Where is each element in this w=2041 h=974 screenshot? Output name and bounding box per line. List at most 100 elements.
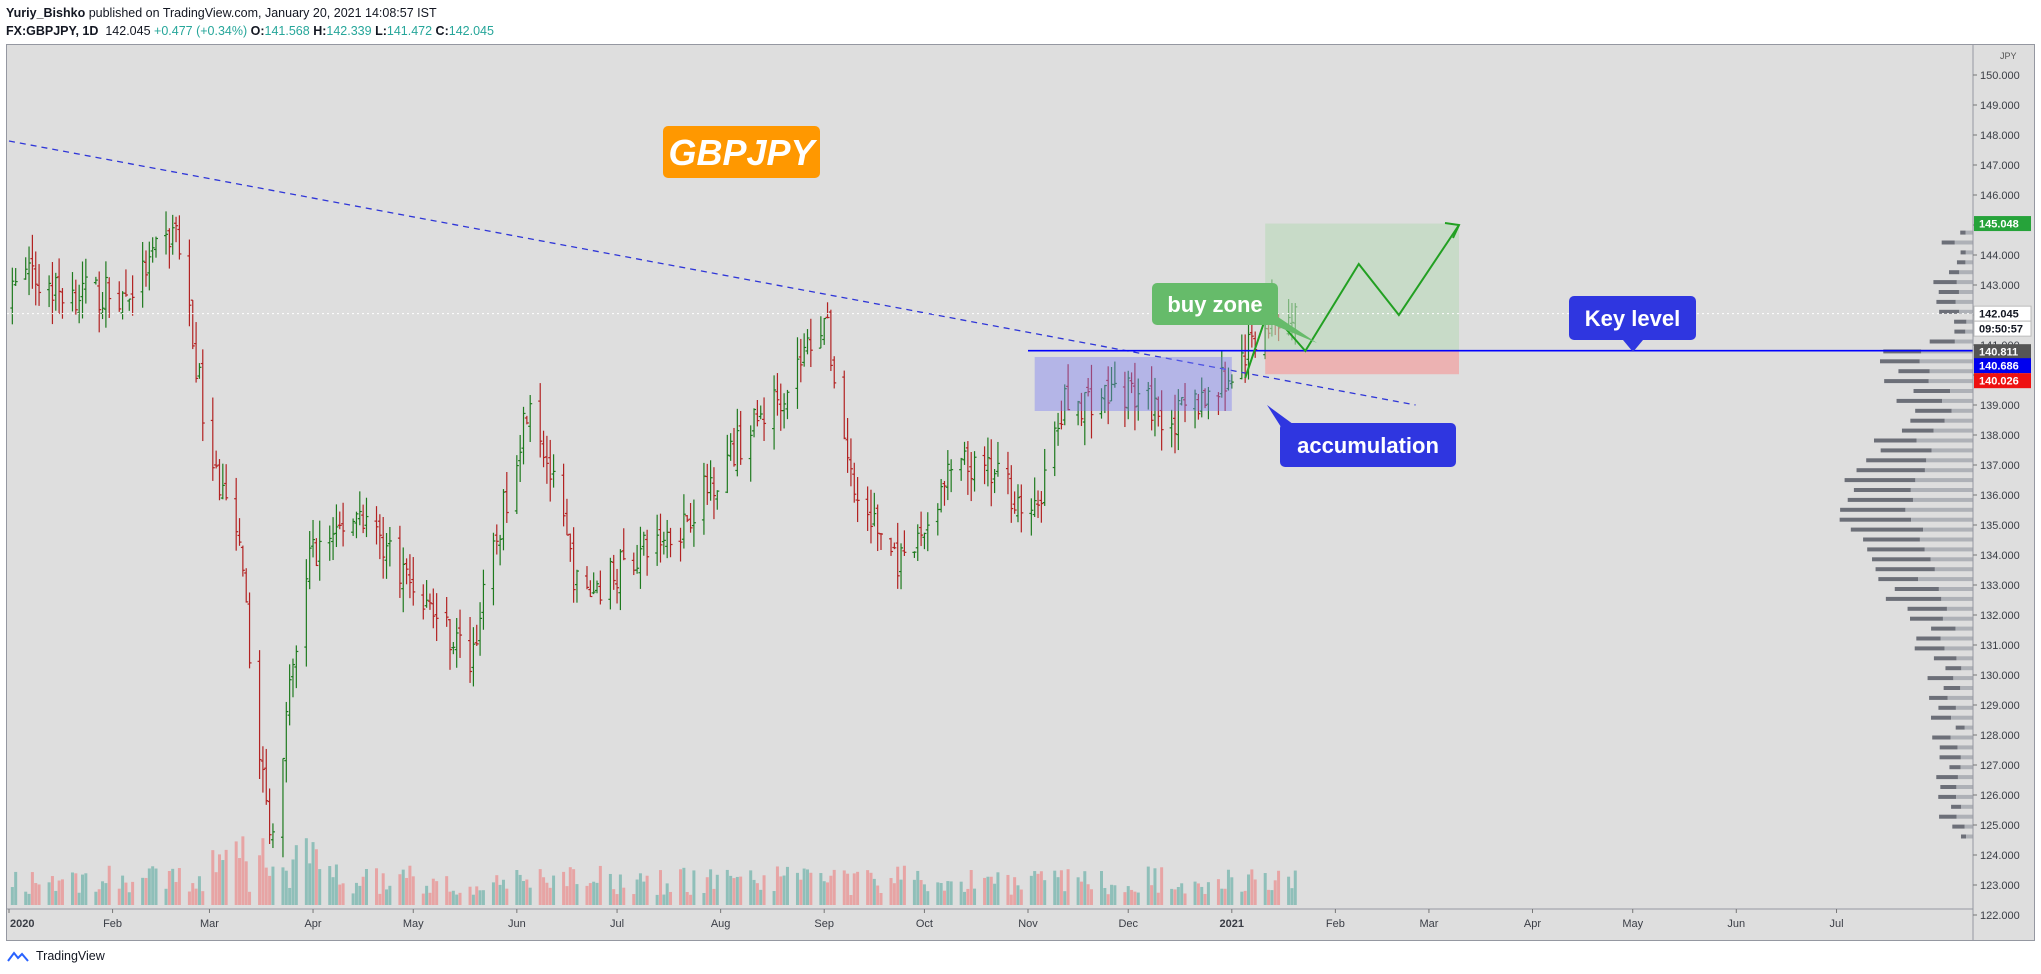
volume-bar [575, 884, 579, 905]
volume-profile-bar-dark [1939, 755, 1961, 760]
volume-bar [1183, 893, 1187, 905]
footer-brand[interactable]: TradingView [36, 949, 105, 963]
ohlc-bar [772, 375, 777, 450]
ohlc-bar [584, 566, 589, 590]
volume-bar [147, 868, 151, 905]
ohlc-bar [401, 547, 406, 613]
volume-bar [1277, 870, 1281, 905]
volume-bar [826, 882, 830, 905]
volume-profile-bar-light [1905, 507, 1973, 512]
volume-bar [732, 878, 736, 905]
volume-bar [598, 865, 602, 905]
volume-bar [458, 892, 462, 905]
volume-bar [341, 883, 345, 905]
symbol-label[interactable]: FX:GBPJPY, 1D [6, 24, 99, 38]
volume-profile-bar-dark [1938, 794, 1957, 799]
volume-profile-bar-light [1918, 577, 1973, 582]
ohlc-bar [965, 441, 970, 495]
volume-bar [1076, 877, 1080, 905]
volume-bar [595, 882, 599, 905]
volume-bar [946, 881, 950, 905]
ohlc-bar [842, 370, 847, 440]
volume-bar [428, 892, 432, 905]
ohlc-bar [949, 459, 954, 493]
volume-profile-bar-dark [1880, 359, 1920, 364]
volume-bar [10, 887, 14, 905]
volume-bar [1240, 891, 1244, 905]
volume-bar [983, 877, 987, 905]
volume-profile-bar-dark [1933, 280, 1957, 285]
ohlc-bar [889, 537, 894, 556]
volume-bar [876, 885, 880, 905]
price-chart[interactable]: GBPJPY buy zone accumulation Key level 122.0… [7, 45, 2034, 940]
volume-bar [1226, 869, 1230, 905]
ohlc-bar [598, 570, 603, 605]
price-label-text: 142.045 [1979, 309, 2019, 321]
volume-bar [54, 890, 58, 905]
volume-bar [60, 879, 64, 905]
ohlc-bar [1156, 396, 1161, 427]
volume-bar [866, 870, 870, 905]
volume-profile-bar-light [1919, 359, 1973, 364]
ohlc-bar [83, 258, 88, 304]
volume-bar [94, 891, 98, 905]
ohlc-bar [187, 239, 192, 327]
ohlc-bar [1219, 350, 1224, 398]
volume-bar [238, 858, 242, 905]
volume-bar [97, 889, 101, 905]
volume-bar [762, 875, 766, 905]
volume-profile-bar-light [1944, 646, 1973, 651]
ohlc-bar [154, 236, 159, 258]
accumulation-callout-pointer [1267, 405, 1297, 427]
volume-bar [338, 884, 342, 905]
ohlc-bar [1062, 384, 1067, 426]
volume-bar [107, 865, 111, 905]
volume-bar [177, 868, 181, 905]
time-tick-label: Dec [1118, 918, 1138, 930]
ohlc-bar [995, 441, 1000, 477]
volume-profile-bar-dark [1847, 497, 1913, 502]
volume-bar [264, 867, 268, 905]
volume-bar [1230, 877, 1234, 905]
volume-bar [37, 884, 41, 905]
volume-bar [124, 882, 128, 905]
ohlc-bar [1112, 361, 1117, 388]
volume-profile-bar-dark [1938, 705, 1956, 710]
volume-bar [294, 845, 298, 905]
volume-profile-bar-dark [1867, 547, 1925, 552]
ohlc-bar [107, 277, 112, 318]
volume-bar [779, 876, 783, 905]
volume-bar [892, 883, 896, 905]
volume-profile-bar-light [1950, 735, 1973, 740]
ohlc-bar [77, 284, 82, 324]
price-label-box [1974, 216, 2031, 232]
volume-profile-bar-light [1953, 676, 1973, 681]
price-tick-label: 149.000 [1980, 100, 2020, 112]
ohlc-bar [454, 617, 459, 668]
volume-profile-bar-dark [1901, 428, 1934, 433]
ohlc-bar [448, 619, 453, 670]
volume-bar [568, 867, 572, 905]
volume-profile-bar-light [1910, 488, 1973, 492]
volume-bar [1133, 891, 1137, 905]
author-name[interactable]: Yuriy_Bishko [6, 6, 86, 20]
time-tick-label: Jun [1727, 918, 1745, 930]
volume-bar [1053, 870, 1057, 905]
volume-bar [151, 866, 155, 905]
ohlc-bar [354, 511, 359, 539]
chart-area[interactable]: GBPJPY buy zone accumulation Key level 122.0… [6, 44, 2035, 941]
volume-bar [829, 875, 833, 905]
volume-bar [288, 887, 292, 905]
price-label-box [1974, 344, 2031, 360]
volume-bar [1287, 876, 1291, 905]
price-tick-label: 131.000 [1980, 640, 2020, 652]
volume-bar [849, 894, 853, 905]
volume-bar [211, 850, 215, 905]
ohlc-bar [491, 532, 496, 606]
ohlc-bar [1052, 421, 1057, 477]
ohlc-bar [1126, 370, 1131, 420]
volume-bar [899, 879, 903, 905]
ohlc-bar [341, 502, 346, 547]
volume-bar [1126, 886, 1130, 905]
ohlc-bar [899, 543, 904, 590]
